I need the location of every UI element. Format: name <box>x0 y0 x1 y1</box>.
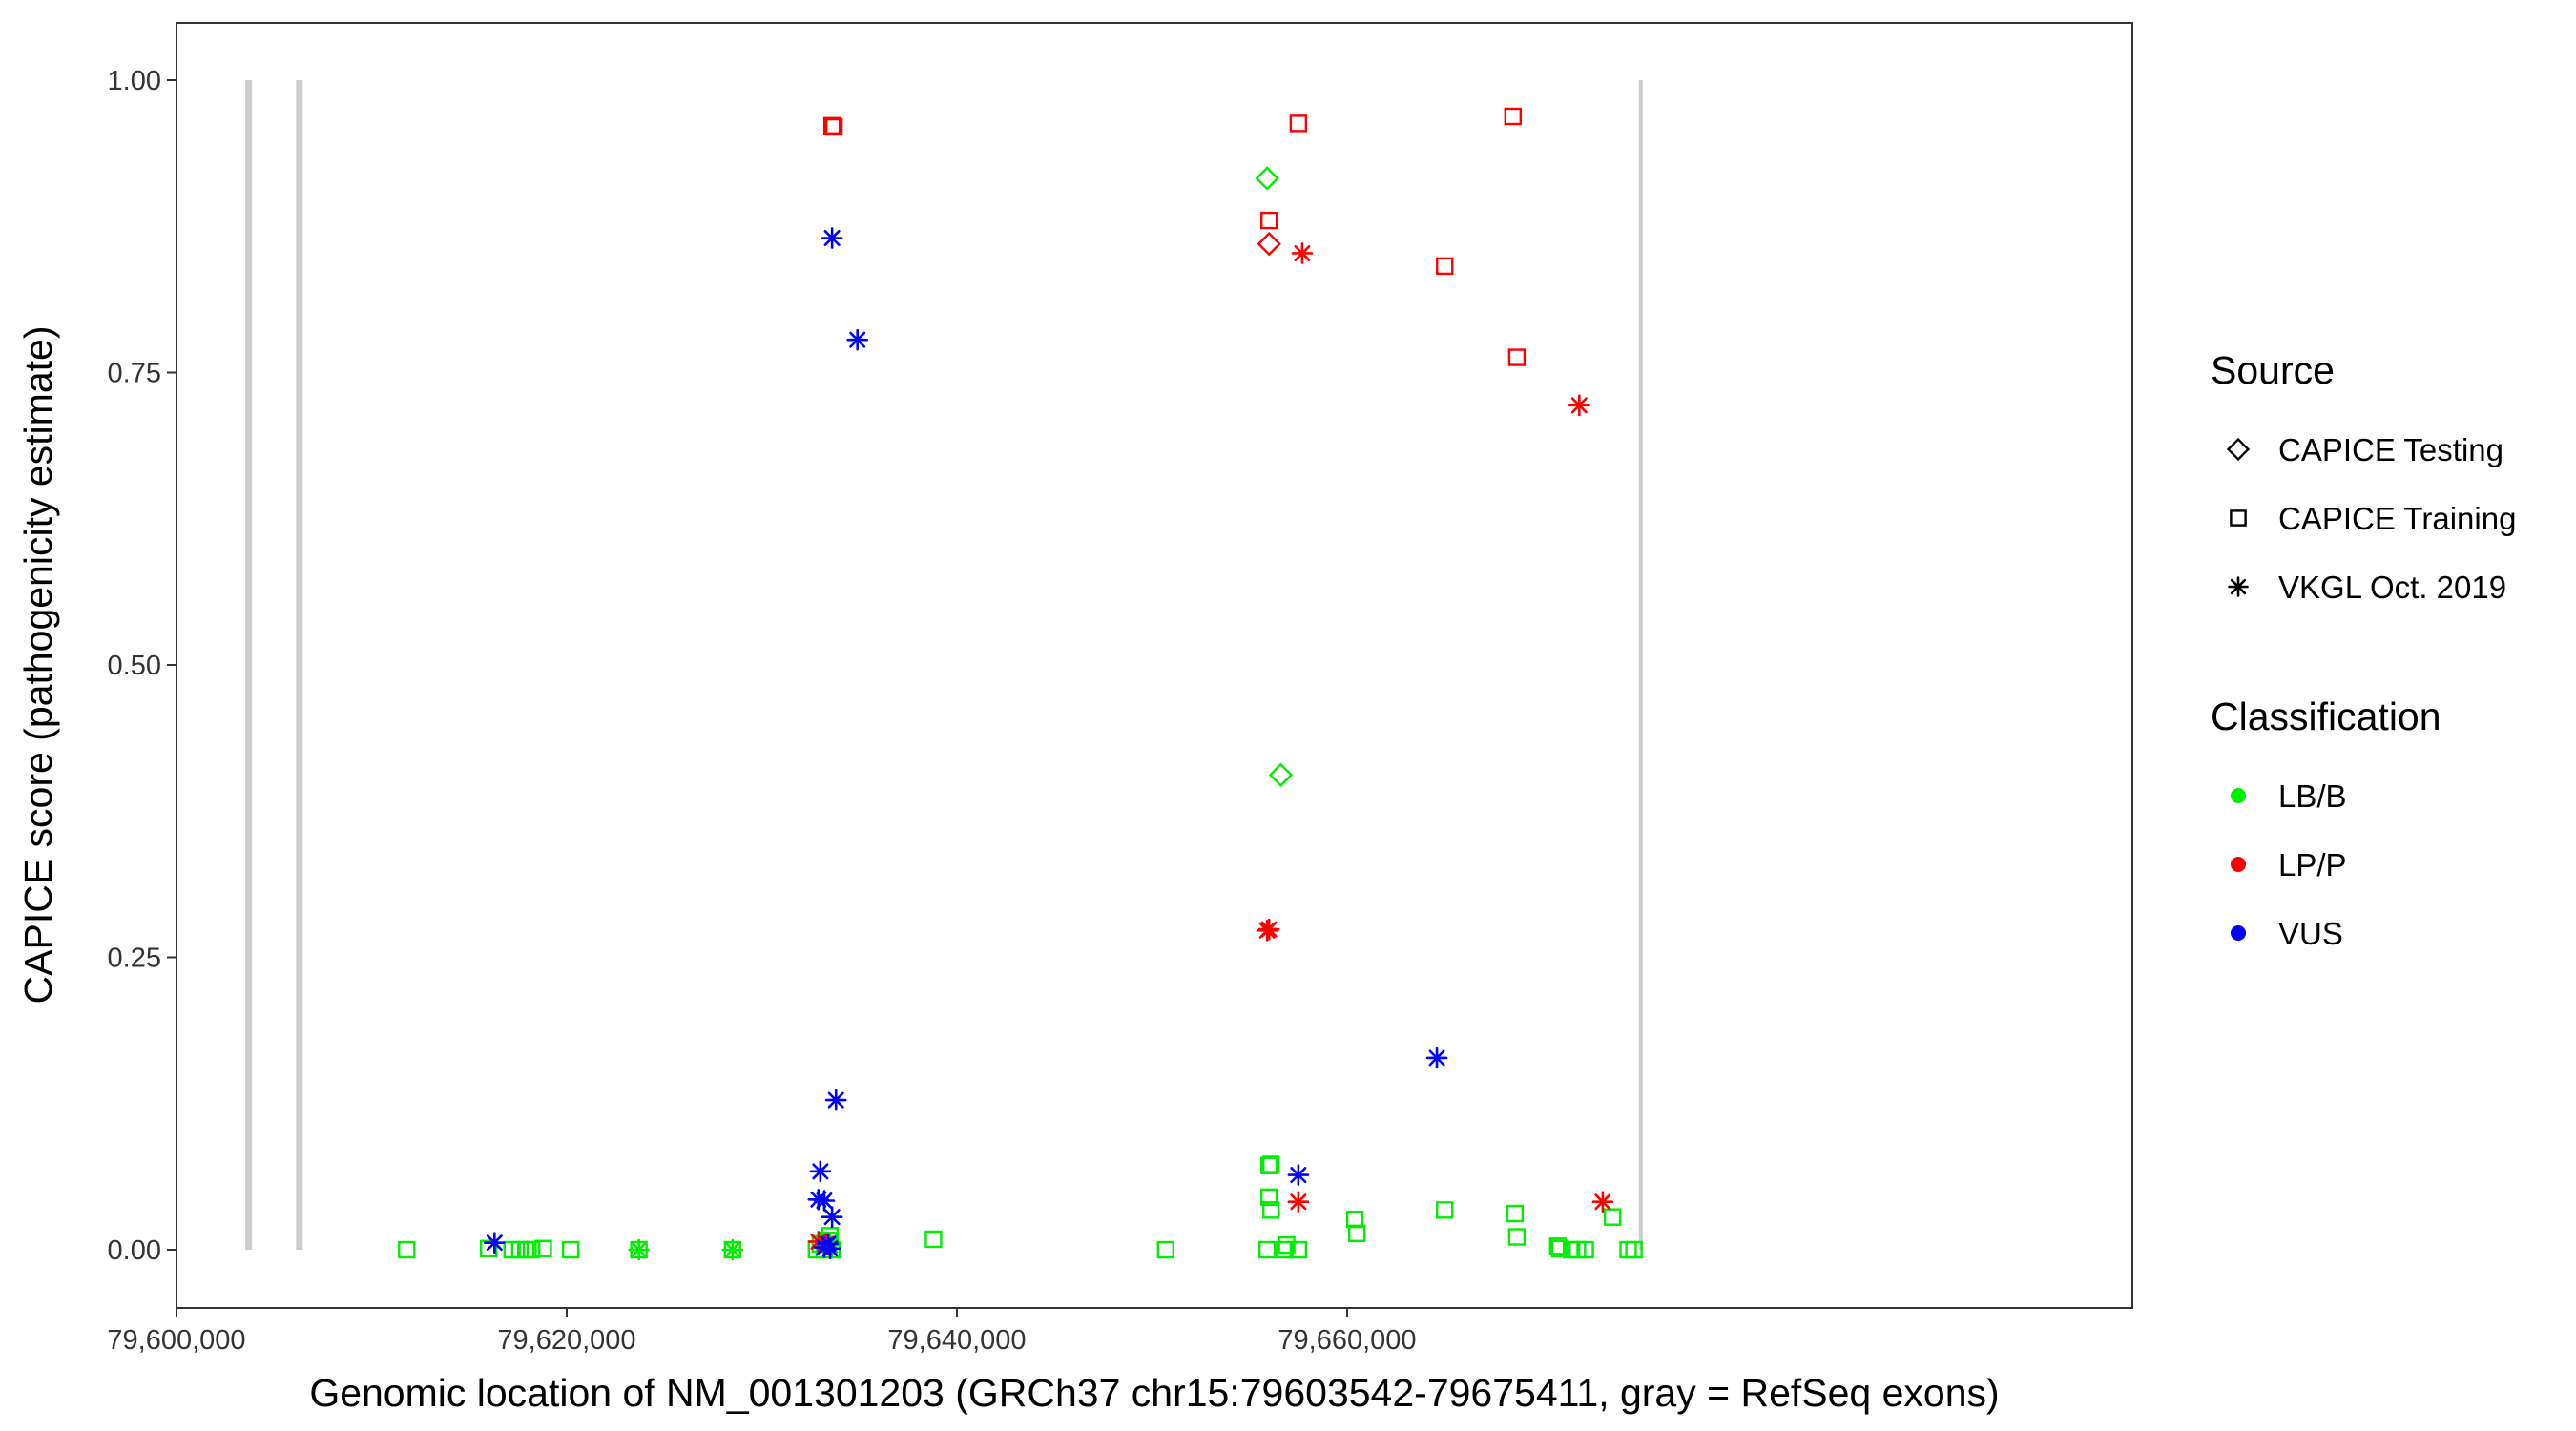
data-point <box>1278 1235 1296 1255</box>
legend-label: VKGL Oct. 2019 <box>2278 570 2506 605</box>
data-point <box>1504 107 1523 126</box>
legend-key <box>2231 788 2246 803</box>
x-tick-label: 79,640,000 <box>887 1325 1026 1356</box>
legend-label: CAPICE Testing <box>2278 432 2503 467</box>
plot-panel-border <box>176 22 2133 1309</box>
data-point <box>1425 1047 1448 1069</box>
data-point <box>824 117 843 136</box>
point-layer <box>398 107 1643 1261</box>
y-tick-label: 1.00 <box>108 66 161 96</box>
data-point <box>1287 1191 1310 1213</box>
data-point <box>522 1240 541 1259</box>
data-point <box>1262 1155 1280 1173</box>
data-point <box>1603 1208 1622 1226</box>
x-tick-label: 79,620,000 <box>497 1325 635 1356</box>
data-point <box>1276 1240 1294 1259</box>
data-point <box>1348 1224 1366 1243</box>
data-point <box>1289 1240 1308 1259</box>
data-point <box>846 328 869 351</box>
data-point <box>1436 1201 1454 1219</box>
x-tick-label: 79,600,000 <box>107 1325 245 1356</box>
data-point <box>1262 1201 1280 1219</box>
data-point <box>1568 394 1590 417</box>
data-point <box>1259 1188 1278 1207</box>
legend-key <box>2228 576 2249 597</box>
data-point <box>484 1232 506 1254</box>
y-tick-label: 0.25 <box>108 944 161 974</box>
data-point <box>1550 1239 1569 1257</box>
data-point <box>809 1160 832 1183</box>
data-point <box>398 1240 416 1259</box>
legend-key <box>2231 857 2246 872</box>
data-point <box>1436 257 1454 276</box>
data-point <box>1259 211 1278 230</box>
legend-title: Classification <box>2211 695 2441 738</box>
data-point <box>1255 166 1279 191</box>
legend-title: Source <box>2211 348 2335 392</box>
data-point <box>1548 1237 1568 1255</box>
data-point <box>1289 114 1308 133</box>
data-point <box>1591 1191 1614 1213</box>
legend-layer: Source CAPICE Testing CAPICE Training VKGL … <box>2211 348 2516 951</box>
data-point <box>1257 1240 1277 1259</box>
y-axis-title: CAPICE score (pathogenicity estimate) <box>16 326 60 1005</box>
data-point <box>1507 1228 1527 1246</box>
legend-key <box>2226 437 2251 462</box>
legend-label: CAPICE Training <box>2278 501 2516 536</box>
data-point <box>819 1237 841 1260</box>
data-point <box>1619 1240 1637 1259</box>
legend-label: VUS <box>2278 916 2343 951</box>
y-tick-label: 0.75 <box>108 359 161 389</box>
data-point <box>534 1239 552 1257</box>
data-point <box>822 116 841 135</box>
y-tick-label: 0.50 <box>108 651 161 681</box>
data-point <box>721 1238 744 1261</box>
legend-label: LP/P <box>2278 847 2347 882</box>
data-point <box>821 1206 843 1228</box>
axis-layer: 0.00 0.25 0.50 0.75 1.00 79,600,000 79,620,000… <box>107 66 1416 1356</box>
data-point <box>1156 1240 1175 1259</box>
data-point <box>821 227 843 249</box>
data-point <box>1507 348 1527 366</box>
legend-key <box>2231 925 2246 941</box>
x-tick-label: 79,660,000 <box>1278 1325 1416 1356</box>
data-point <box>1576 1240 1594 1259</box>
data-point <box>824 1089 847 1111</box>
y-tick-label: 0.00 <box>108 1235 161 1266</box>
data-point <box>924 1230 943 1249</box>
data-point <box>628 1238 650 1261</box>
data-point <box>1257 918 1280 941</box>
legend-key <box>2230 509 2247 527</box>
data-point <box>813 1190 836 1212</box>
data-point <box>561 1240 580 1259</box>
data-point <box>1259 1156 1278 1174</box>
data-point <box>1506 1204 1525 1223</box>
data-point <box>1291 242 1314 264</box>
data-point <box>1287 1164 1310 1186</box>
exon-layer <box>245 80 1643 1250</box>
data-point <box>1625 1240 1643 1259</box>
x-axis-title: Genomic location of NM_001301203 (GRCh37… <box>309 1371 1999 1415</box>
data-point <box>480 1239 498 1257</box>
data-point <box>1345 1210 1364 1229</box>
data-point <box>1257 231 1281 257</box>
legend-label: LB/B <box>2278 778 2347 814</box>
data-point <box>1268 762 1294 787</box>
